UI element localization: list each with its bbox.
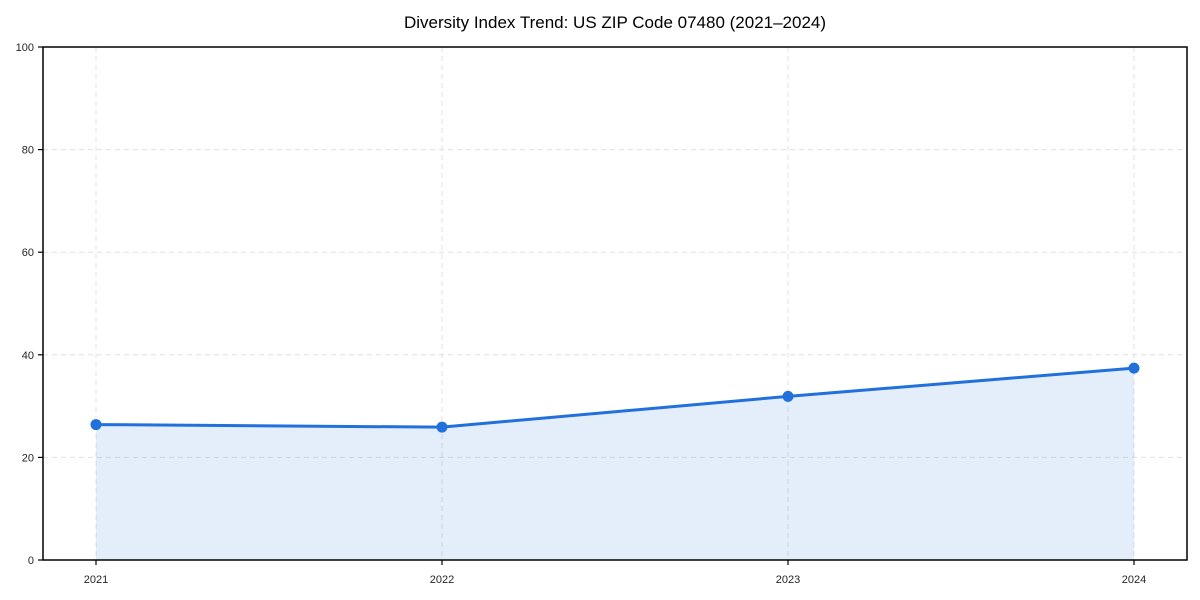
area-fill <box>96 368 1134 560</box>
y-tick-label: 20 <box>22 452 34 464</box>
y-tick-label: 60 <box>22 247 34 259</box>
data-point-2021 <box>90 419 102 431</box>
y-tick-label: 80 <box>22 145 34 157</box>
axes-border <box>42 46 1188 561</box>
x-tick-label: 2022 <box>430 574 454 586</box>
x-tick-label: 2024 <box>1122 574 1146 586</box>
x-tick-label: 2023 <box>776 574 800 586</box>
y-tick-label: 40 <box>22 350 34 362</box>
trend-line <box>94 366 1136 429</box>
y-tick-label: 0 <box>28 555 34 567</box>
data-point-2024 <box>1128 362 1140 374</box>
y-tick-label: 100 <box>16 42 34 54</box>
x-tick-label: 2021 <box>84 574 108 586</box>
data-point-2023 <box>782 390 794 402</box>
data-point-2022 <box>436 421 448 433</box>
chart-title: Diversity Index Trend: US ZIP Code 07480… <box>403 13 827 32</box>
